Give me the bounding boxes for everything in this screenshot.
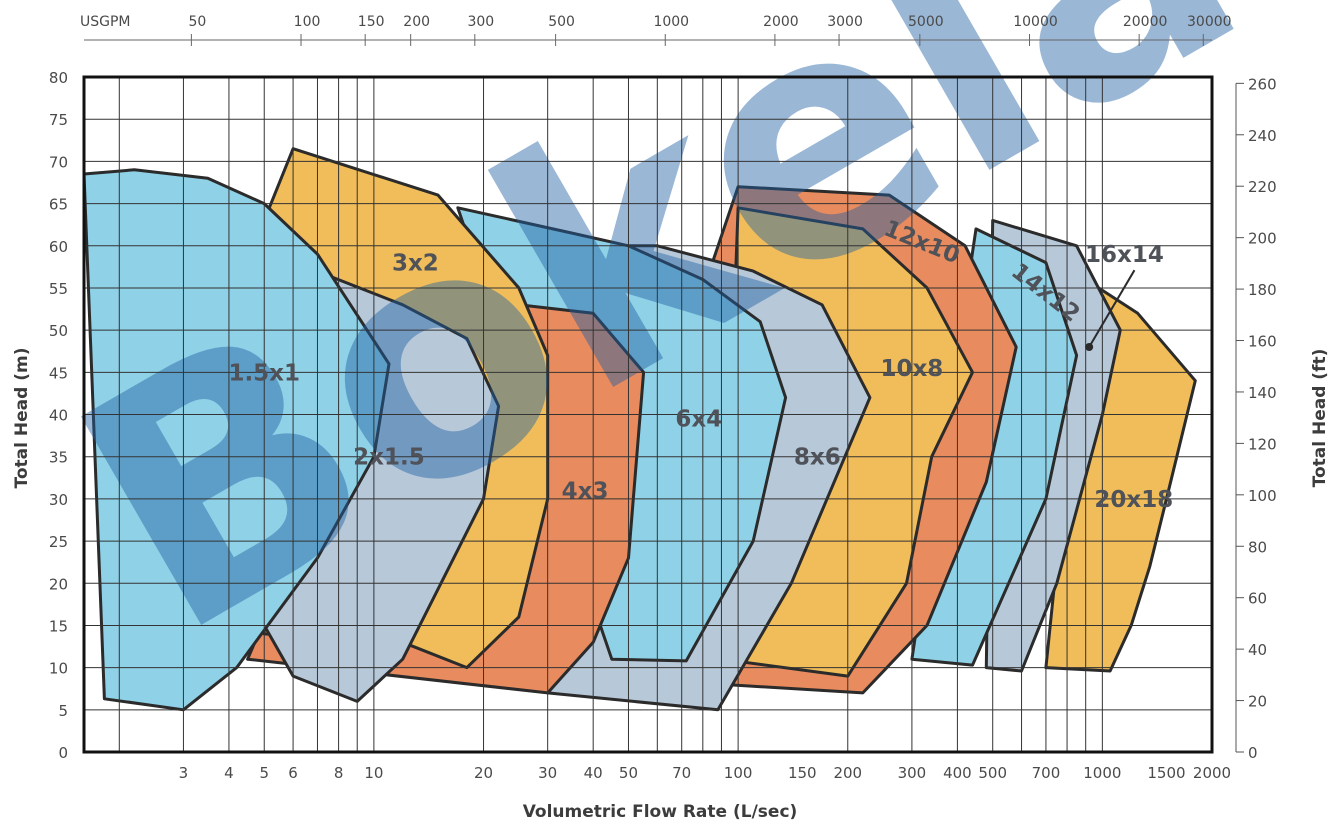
x-tick-label: 200 — [833, 764, 862, 782]
x-tick-label: 400 — [943, 764, 972, 782]
y-tick-label: 25 — [49, 533, 68, 551]
x-tick-label: 300 — [898, 764, 927, 782]
x-tick-label: 1000 — [1083, 764, 1121, 782]
top-tick-label: 100 — [294, 14, 321, 30]
y-tick-label: 70 — [49, 153, 68, 171]
y-tick-label: 45 — [49, 364, 68, 382]
x-tick-label: 5 — [259, 764, 269, 782]
x-tick-label: 3 — [179, 764, 189, 782]
top-tick-label: 200 — [403, 14, 430, 30]
secondary-y-tick-label: 60 — [1248, 590, 1267, 608]
top-tick-label: 2000 — [763, 14, 799, 30]
region-label-4x3: 4x3 — [562, 478, 609, 504]
region-label-6x4: 6x4 — [675, 407, 722, 433]
top-axis-unit: USGPM — [80, 14, 131, 30]
top-tick-label: 5000 — [908, 14, 944, 30]
x-tick-label: 500 — [978, 764, 1007, 782]
secondary-y-tick-label: 40 — [1248, 641, 1267, 659]
y-tick-label: 5 — [58, 702, 68, 720]
top-tick-label: 20000 — [1123, 14, 1168, 30]
top-tick-label: 1000 — [653, 14, 689, 30]
y-tick-label: 55 — [49, 280, 68, 298]
top-tick-label: 50 — [188, 14, 206, 30]
x-tick-label: 10 — [364, 764, 383, 782]
x-tick-label: 50 — [619, 764, 638, 782]
y-tick-label: 80 — [49, 69, 68, 87]
region-label-1.5x1: 1.5x1 — [228, 360, 300, 386]
region-labels: 20x1816x1414x1212x1010x88x66x44x33x22x1.… — [228, 216, 1173, 513]
secondary-y-tick-label: 120 — [1248, 435, 1277, 453]
secondary-y-tick-label: 140 — [1248, 384, 1277, 402]
region-1.5x1 — [82, 168, 391, 712]
y-tick-label: 65 — [49, 196, 68, 214]
x-tick-label: 6 — [288, 764, 298, 782]
region-label-16x14: 16x14 — [1085, 242, 1164, 268]
y-tick-label: 30 — [49, 491, 68, 509]
axis-ticks: 3 4 5 6 8 10 20 30 40 50 70 100 150 200 300 400 500 700 10… — [49, 14, 1277, 782]
region-label-20x18: 20x18 — [1094, 487, 1173, 513]
x-tick-label: 30 — [538, 764, 557, 782]
label-pointer — [1085, 269, 1136, 351]
secondary-y-tick-label: 240 — [1248, 127, 1277, 145]
pointer-dot — [1085, 343, 1094, 351]
y-tick-label: 60 — [49, 238, 68, 256]
secondary-y-tick-label: 100 — [1248, 487, 1277, 505]
plot-frame — [82, 75, 1214, 754]
x-tick-label: 1500 — [1147, 764, 1185, 782]
y-tick-label: 10 — [49, 660, 68, 678]
grid-lines — [84, 77, 1212, 752]
y-axis-title-right: Total Head (ft) — [1310, 349, 1330, 488]
x-tick-label: 4 — [224, 764, 234, 782]
y-tick-label: 50 — [49, 322, 68, 340]
x-tick-label: 700 — [1032, 764, 1061, 782]
secondary-y-tick-label: 220 — [1248, 178, 1277, 196]
region-label-2x1.5: 2x1.5 — [353, 445, 425, 471]
x-tick-label: 40 — [584, 764, 603, 782]
secondary-y-tick-label: 80 — [1248, 538, 1267, 556]
plot-border — [82, 75, 1214, 754]
secondary-y-tick-label: 20 — [1248, 693, 1267, 711]
pointer-line — [1088, 269, 1136, 348]
x-tick-label: 8 — [334, 764, 344, 782]
secondary-y-tick-label: 0 — [1248, 744, 1258, 762]
top-tick-label: 3000 — [827, 14, 863, 30]
top-tick-label: 30000 — [1187, 14, 1232, 30]
y-tick-label: 15 — [49, 617, 68, 635]
top-tick-label: 500 — [548, 14, 575, 30]
y-tick-label: 75 — [49, 111, 68, 129]
secondary-y-tick-label: 160 — [1248, 333, 1277, 351]
top-tick-label: 150 — [358, 14, 385, 30]
x-tick-label: 70 — [672, 764, 691, 782]
x-tick-label: 100 — [724, 764, 753, 782]
region-label-3x2: 3x2 — [392, 251, 439, 277]
top-tick-label: 300 — [467, 14, 494, 30]
secondary-y-tick-label: 180 — [1248, 281, 1277, 299]
x-axis-title: Volumetric Flow Rate (L/sec) — [523, 802, 798, 822]
x-tick-label: 20 — [474, 764, 493, 782]
secondary-y-tick-label: 260 — [1248, 75, 1277, 93]
y-tick-label: 35 — [49, 449, 68, 467]
top-tick-label: 10000 — [1013, 14, 1058, 30]
x-tick-label: 150 — [788, 764, 817, 782]
y-tick-label: 20 — [49, 575, 68, 593]
region-label-8x6: 8x6 — [794, 445, 841, 471]
secondary-y-tick-label: 200 — [1248, 230, 1277, 248]
y-tick-label: 40 — [49, 407, 68, 425]
y-tick-label: 0 — [58, 744, 68, 762]
region-label-10x8: 10x8 — [880, 356, 943, 382]
y-axis-title-left: Total Head (m) — [12, 348, 32, 489]
x-tick-label: 2000 — [1193, 764, 1231, 782]
